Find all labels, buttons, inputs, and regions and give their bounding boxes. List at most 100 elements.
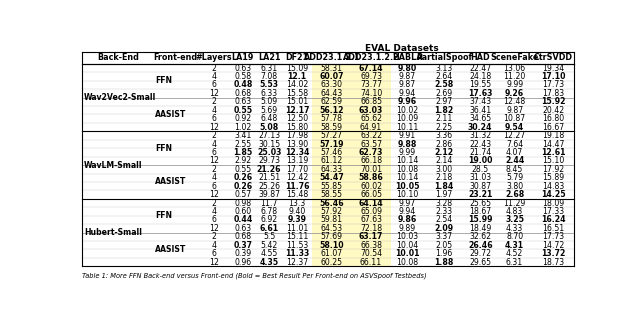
Text: 18.73: 18.73 <box>542 258 564 267</box>
Text: 64.14: 64.14 <box>359 198 383 208</box>
Text: 16.67: 16.67 <box>542 123 564 132</box>
Text: AASIST: AASIST <box>155 177 186 186</box>
Text: 65.62: 65.62 <box>360 114 382 123</box>
Text: 27.13: 27.13 <box>258 131 280 140</box>
Text: 16.24: 16.24 <box>541 216 566 225</box>
Text: 1.96: 1.96 <box>435 249 452 258</box>
Text: 4: 4 <box>211 140 216 149</box>
Text: 4.83: 4.83 <box>506 207 524 216</box>
Text: 3.37: 3.37 <box>435 232 452 241</box>
Text: 12.42: 12.42 <box>286 173 308 182</box>
Text: 6.78: 6.78 <box>260 207 278 216</box>
Text: 2.64: 2.64 <box>435 72 452 81</box>
Text: 12.37: 12.37 <box>286 258 308 267</box>
Text: 23.21: 23.21 <box>468 190 492 199</box>
Text: 12: 12 <box>209 190 219 199</box>
Text: 10.14: 10.14 <box>396 173 419 182</box>
Text: 9.89: 9.89 <box>399 224 415 233</box>
Text: 6: 6 <box>212 249 216 258</box>
Text: 72.18: 72.18 <box>360 224 382 233</box>
Text: 67.14: 67.14 <box>359 64 383 73</box>
Text: 58.55: 58.55 <box>321 190 343 199</box>
Text: 22.43: 22.43 <box>469 140 492 149</box>
Text: 2.68: 2.68 <box>505 190 524 199</box>
Text: 63.03: 63.03 <box>359 106 383 115</box>
Text: 4.35: 4.35 <box>259 258 278 267</box>
Text: #Layers: #Layers <box>196 53 232 62</box>
Text: 3.80: 3.80 <box>506 182 523 191</box>
Text: 0.48: 0.48 <box>233 80 253 89</box>
Text: 11.76: 11.76 <box>285 182 309 191</box>
Text: AASIST: AASIST <box>155 245 186 254</box>
Text: 29.65: 29.65 <box>469 258 492 267</box>
Text: HAD: HAD <box>470 53 490 62</box>
Text: 64.43: 64.43 <box>321 89 343 98</box>
Text: 11.01: 11.01 <box>286 224 308 233</box>
Text: 17.83: 17.83 <box>542 89 564 98</box>
Text: 70.01: 70.01 <box>360 165 382 174</box>
Text: 14.72: 14.72 <box>542 241 564 250</box>
Text: 31.32: 31.32 <box>469 131 492 140</box>
Text: 18.67: 18.67 <box>469 207 492 216</box>
Text: 10.03: 10.03 <box>396 232 418 241</box>
Text: 14.02: 14.02 <box>286 80 308 89</box>
Text: 2.58: 2.58 <box>435 80 454 89</box>
Text: 9.88: 9.88 <box>397 140 417 149</box>
Text: 2: 2 <box>212 131 216 140</box>
Text: 36.41: 36.41 <box>469 106 492 115</box>
Text: 9.87: 9.87 <box>399 80 415 89</box>
Text: 4: 4 <box>211 207 216 216</box>
Text: 66.11: 66.11 <box>360 258 382 267</box>
Text: 18.49: 18.49 <box>469 224 492 233</box>
Text: 11.33: 11.33 <box>285 249 309 258</box>
Text: 67.63: 67.63 <box>360 216 382 225</box>
Text: 58.10: 58.10 <box>319 241 344 250</box>
Text: 73.77: 73.77 <box>360 80 382 89</box>
Text: 4.33: 4.33 <box>506 224 524 233</box>
Text: 19.18: 19.18 <box>542 131 564 140</box>
Text: 17.70: 17.70 <box>286 165 308 174</box>
Text: 3.13: 3.13 <box>435 64 452 73</box>
Text: 10.08: 10.08 <box>396 258 418 267</box>
Text: 2.14: 2.14 <box>435 156 452 165</box>
Text: FFN: FFN <box>155 211 172 220</box>
Text: 13.06: 13.06 <box>504 64 525 73</box>
Text: 3.36: 3.36 <box>435 131 452 140</box>
Text: 66.05: 66.05 <box>360 190 382 199</box>
Text: 6: 6 <box>212 80 216 89</box>
Text: 57.78: 57.78 <box>321 114 343 123</box>
Text: 22.47: 22.47 <box>469 64 492 73</box>
Text: 63.17: 63.17 <box>359 232 383 241</box>
Text: 60.02: 60.02 <box>360 182 382 191</box>
Text: 0.26: 0.26 <box>234 182 252 191</box>
Text: 65.09: 65.09 <box>360 207 382 216</box>
Text: 4: 4 <box>211 241 216 250</box>
Text: 2: 2 <box>212 232 216 241</box>
Text: 4: 4 <box>211 173 216 182</box>
Text: 1.82: 1.82 <box>435 106 454 115</box>
Text: 63.22: 63.22 <box>360 131 382 140</box>
Text: 15.80: 15.80 <box>286 123 308 132</box>
Text: EVAL Datasets: EVAL Datasets <box>365 44 438 53</box>
Text: 9.39: 9.39 <box>287 216 307 225</box>
Text: 74.10: 74.10 <box>360 89 382 98</box>
Text: 2: 2 <box>212 165 216 174</box>
Text: 4.52: 4.52 <box>506 249 524 258</box>
Text: 2.18: 2.18 <box>435 173 452 182</box>
Text: 5.5: 5.5 <box>263 232 275 241</box>
Text: 0.92: 0.92 <box>234 114 252 123</box>
Text: 0.63: 0.63 <box>234 97 252 106</box>
Text: 28.5: 28.5 <box>472 165 489 174</box>
Text: 2.92: 2.92 <box>234 156 252 165</box>
Text: 15.10: 15.10 <box>542 156 564 165</box>
Text: 13.3: 13.3 <box>289 198 306 208</box>
Text: 0.68: 0.68 <box>234 232 252 241</box>
Text: 15.09: 15.09 <box>286 64 308 73</box>
Text: 9.99: 9.99 <box>399 148 415 157</box>
Text: 56.46: 56.46 <box>319 198 344 208</box>
Text: 63.30: 63.30 <box>321 80 343 89</box>
Text: 2.86: 2.86 <box>435 140 452 149</box>
Text: 12.50: 12.50 <box>286 114 308 123</box>
Text: 2.11: 2.11 <box>435 114 452 123</box>
Text: 69.73: 69.73 <box>360 72 382 81</box>
